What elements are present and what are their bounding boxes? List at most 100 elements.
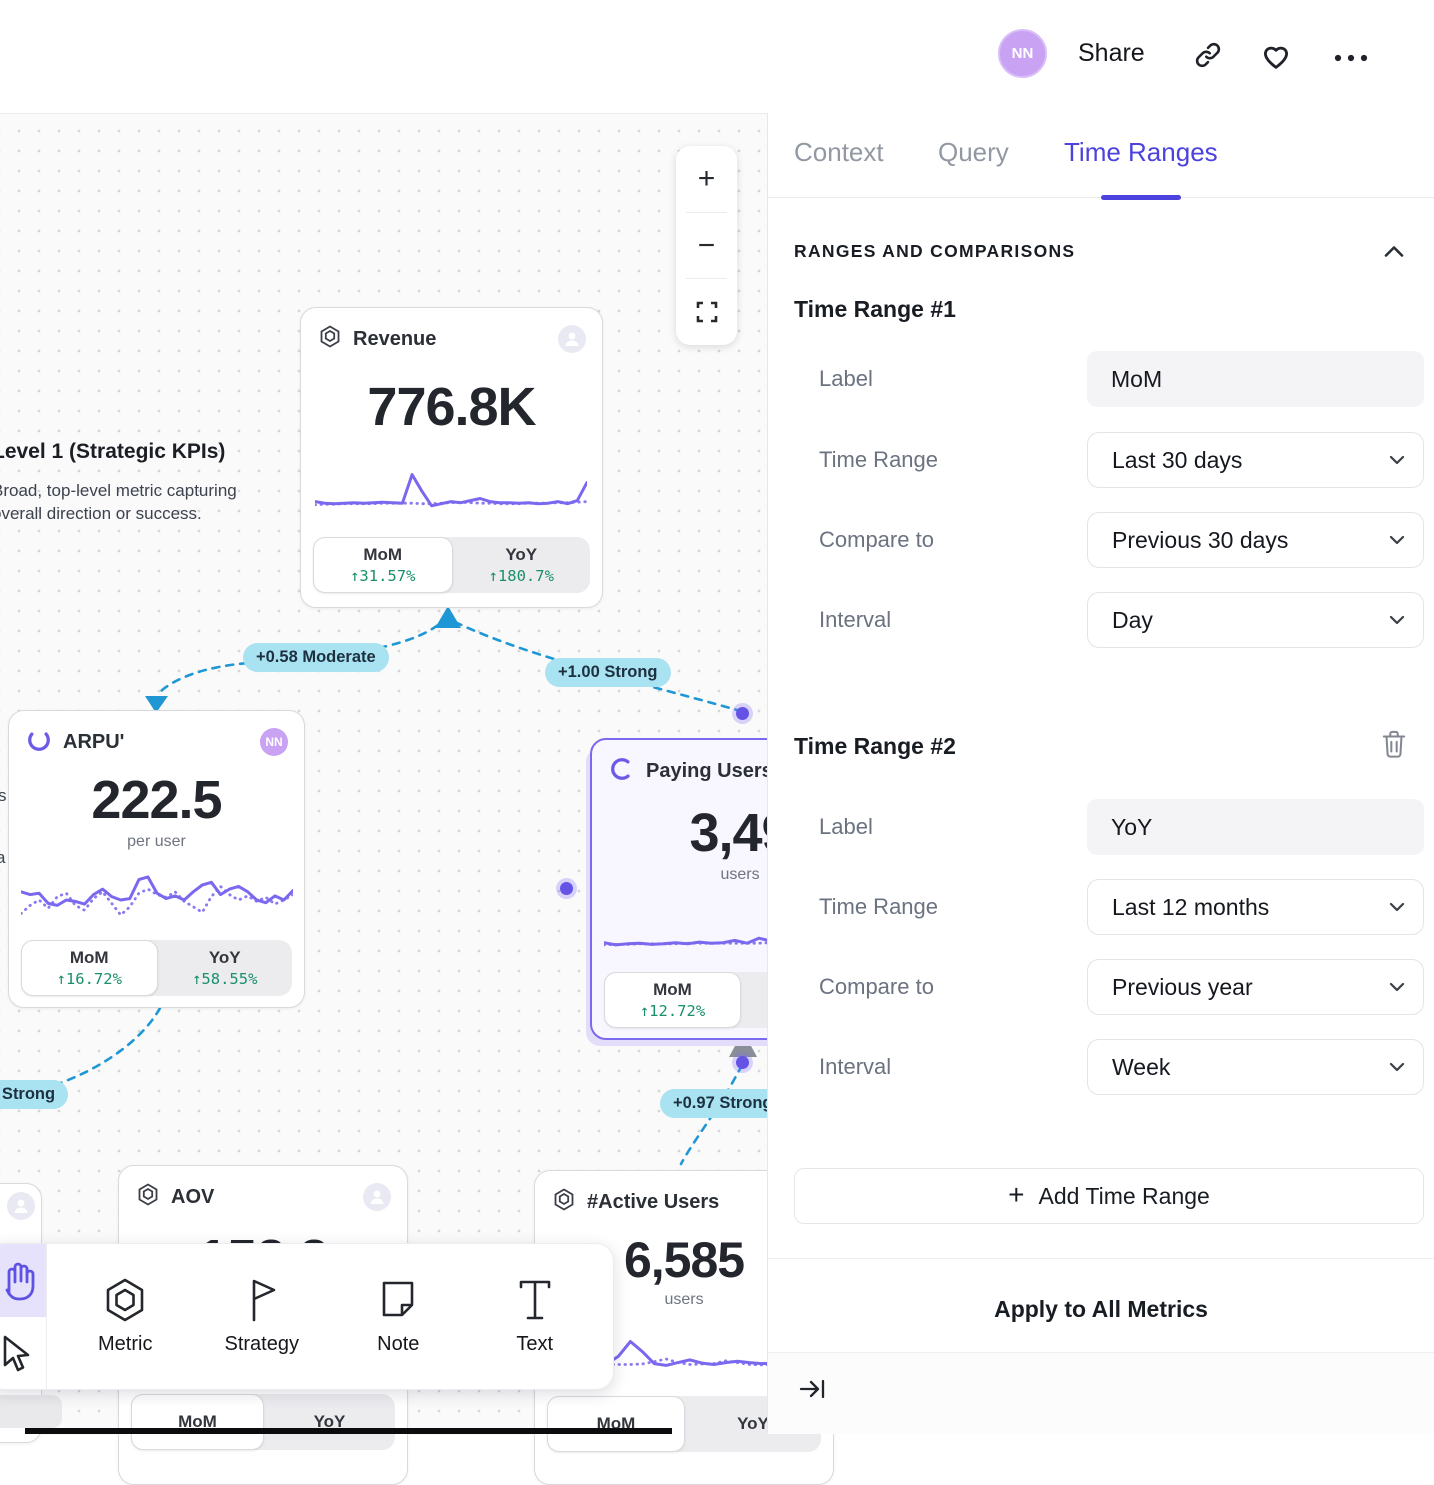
tab-time-ranges[interactable]: Time Ranges [1064,137,1218,167]
timerange-toggle[interactable]: MoM YoY [131,1394,395,1450]
text-tool-button[interactable]: Text [475,1277,595,1356]
toggle-change: ↑31.57% [350,566,416,585]
selection-handle[interactable] [736,707,749,720]
metric-card-arpu[interactable]: ARPU' NN 222.5 per user MoM ↑16.72% YoY … [8,710,305,1008]
metric-hexagon-icon [553,1188,575,1216]
tab-context[interactable]: Context [794,137,884,167]
card-title: #Active Users [587,1190,720,1213]
hand-tool-button[interactable] [0,1244,46,1317]
toggle-label: MoM [178,1412,217,1432]
interval-select[interactable]: Day [1087,592,1424,648]
owner-avatar[interactable] [7,1192,35,1220]
fit-view-button[interactable] [676,279,737,345]
owner-avatar[interactable]: NN [260,728,288,756]
select-tool-button[interactable] [0,1317,46,1390]
metric-card-revenue[interactable]: Revenue 776.8K MoM ↑31.57% YoY ↑180.7% [300,307,603,608]
trash-icon [1382,730,1406,758]
chevron-down-icon [1389,982,1405,992]
field-label: Time Range [819,447,939,472]
select-value: Day [1112,606,1153,633]
collapse-panel-icon [799,1379,825,1399]
apply-to-all-metrics-button[interactable]: Apply to All Metrics [994,1296,1208,1322]
note-tool-button[interactable]: Note [338,1277,458,1356]
app-window: Level 1 (Strategic KPIs) Broad, top-leve… [0,29,1434,1485]
selection-handle[interactable] [560,882,573,895]
toggle-label: YoY [737,1414,769,1434]
toggle-mom[interactable]: MoM [547,1396,685,1452]
toggle-change: ↑16.72% [56,969,122,988]
panel-tabs: Context Query Time Ranges [768,113,1434,200]
toggle-mom[interactable]: MoM [131,1394,264,1450]
add-time-range-button[interactable]: + Add Time Range [794,1168,1424,1224]
link-icon [1195,42,1221,68]
toggle-yoy[interactable]: YoY [685,1396,821,1452]
label-input[interactable]: MoM [1087,351,1424,407]
chevron-down-icon [1389,615,1405,625]
compare-to-select[interactable]: Previous 30 days [1087,512,1424,568]
section-title: RANGES AND COMPARISONS [794,241,1076,261]
metric-unit: users [664,1291,704,1308]
divider [686,211,727,213]
loading-spinner-icon [610,757,634,786]
time-range-select[interactable]: Last 30 days [1087,432,1424,488]
more-options-button[interactable] [1333,50,1369,68]
time-range-1-title: Time Range #1 [794,296,956,322]
toggle-mom[interactable]: MoM ↑12.72% [604,972,741,1028]
strategy-tool-button[interactable]: Strategy [202,1277,322,1356]
interval-select[interactable]: Week [1087,1039,1424,1095]
collapse-panel-button[interactable] [798,1375,828,1408]
favorite-button[interactable] [1260,41,1292,76]
timerange-toggle[interactable]: MoM ↑31.57% YoY ↑180.7% [313,537,590,593]
toggle-label: YoY [313,1412,346,1432]
card-title: Revenue [353,327,437,350]
annotation-body: Broad, top-level metric capturing overal… [0,481,237,523]
select-value: Week [1112,1053,1171,1080]
metric-unit: users [720,866,760,883]
note-icon [382,1281,414,1317]
zoom-out-button[interactable]: − [697,228,716,262]
copy-link-button[interactable] [1193,40,1223,75]
card-title: Paying Users' [646,759,778,782]
time-range-select[interactable]: Last 12 months [1087,879,1424,935]
heart-icon [1264,46,1288,69]
tab-query[interactable]: Query [938,137,1009,167]
correlation-badge: +0.58 Moderate [243,643,389,672]
chevron-down-icon [1389,902,1405,912]
flag-icon [252,1279,276,1322]
toggle-mom[interactable]: MoM ↑16.72% [21,940,158,996]
share-button[interactable]: Share [1078,39,1145,67]
select-value: Last 30 days [1112,446,1243,473]
field-label: Interval [819,1054,892,1079]
clipped-text-fragment: s [0,786,7,805]
field-label: Time Range [819,894,939,919]
collapse-section-button[interactable] [1384,245,1404,263]
toggle-yoy[interactable]: YoY ↑58.55% [158,940,293,996]
divider [768,1258,1434,1259]
toggle-mom[interactable]: MoM ↑31.57% [313,537,453,593]
clipped-text-fragment: a [0,848,6,867]
metric-hexagon-icon [106,1278,144,1322]
active-tab-indicator [1101,195,1181,200]
correlation-badge: 66 Strong [0,1080,69,1109]
timerange-toggle[interactable]: MoM ↑16.72% YoY ↑58.55% [21,940,292,996]
field-label: Interval [819,607,892,632]
owner-avatar[interactable] [363,1183,391,1211]
zoom-in-button[interactable]: + [697,161,716,195]
user-avatar[interactable]: NN [998,29,1047,78]
card-title: ARPU' [63,730,125,753]
toggle-yoy[interactable]: YoY [264,1394,395,1450]
compare-to-select[interactable]: Previous year [1087,959,1424,1015]
selection-handle[interactable] [736,1056,749,1069]
timerange-toggle[interactable] [0,1395,62,1428]
toggle-label: YoY [505,545,538,565]
cursor-icon [3,1335,29,1372]
label-input[interactable]: YoY [1087,799,1424,855]
owner-avatar[interactable] [558,325,586,353]
toggle-label: MoM [363,545,403,565]
annotation-title: Level 1 (Strategic KPIs) [0,440,226,463]
metric-tool-button[interactable]: Metric [65,1277,185,1356]
loading-spinner-icon [27,728,51,757]
delete-time-range-button[interactable] [1380,729,1408,764]
metric-hexagon-icon [319,325,341,353]
toggle-yoy[interactable]: YoY ↑180.7% [453,537,591,593]
